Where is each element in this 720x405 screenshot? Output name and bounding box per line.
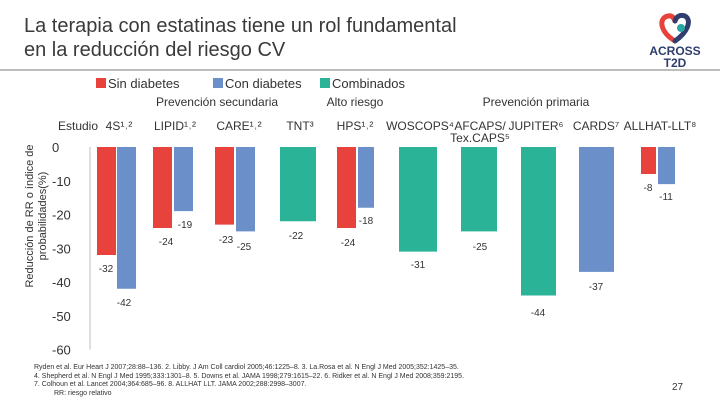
bar-value-label: -23 <box>219 235 234 246</box>
y-tick-label: -10 <box>52 174 71 189</box>
references: Ryden et al. Eur Heart J 2007;28:88–136.… <box>34 364 594 398</box>
title-divider <box>0 69 720 71</box>
reference-line: Ryden et al. Eur Heart J 2007;28:88–136.… <box>34 364 459 371</box>
category-label: Tex.CAPS⁵ <box>450 131 510 145</box>
bar-value-label: -42 <box>117 298 132 309</box>
bar-combinados <box>280 147 316 222</box>
y-tick-label: -30 <box>52 241 71 256</box>
bar-value-label: -32 <box>99 264 114 275</box>
bar-sin-diabetes <box>97 147 116 255</box>
slide-title-line-1: La terapia con estatinas tiene un rol fu… <box>24 15 457 37</box>
group-header: Prevención secundaria <box>156 95 278 109</box>
logo-heart-icon <box>659 12 691 44</box>
bar-con-diabetes <box>658 147 675 185</box>
y-tick-label: -60 <box>52 343 71 358</box>
legend-label: Sin diabetes <box>108 76 180 91</box>
bar-value-label: -25 <box>237 242 252 253</box>
category-label: ALLHAT-LLT⁸ <box>624 119 697 133</box>
bar-value-label: -19 <box>178 220 193 231</box>
bar-con-diabetes <box>117 147 136 289</box>
bar-value-label: -44 <box>531 308 546 319</box>
group-header: Alto riesgo <box>327 95 384 109</box>
bar-con-diabetes <box>358 147 374 208</box>
slide-title-line-2: en la reducción del riesgo CV <box>24 39 286 61</box>
y-tick-label: -50 <box>52 309 71 324</box>
bar-value-label: -8 <box>644 183 653 194</box>
category-label: JUPITER⁶ <box>509 119 564 133</box>
bar-value-label: -24 <box>159 237 174 248</box>
bar-combinados <box>399 147 437 252</box>
page-number: 27 <box>672 382 684 393</box>
bar-value-label: -22 <box>289 231 304 242</box>
legend-label: Con diabetes <box>225 76 302 91</box>
bar-sin-diabetes <box>215 147 234 225</box>
bar-combinados <box>461 147 497 232</box>
bar-value-label: -18 <box>359 216 374 227</box>
reference-line: 7. Colhoun et al. Lancet 2004;364:685–96… <box>34 381 307 389</box>
bar-value-label: -37 <box>589 282 604 293</box>
bar-sin-diabetes <box>641 147 656 174</box>
y-axis-title: Reducción de RR o índice deprobabilidade… <box>24 144 49 287</box>
bar-sin-diabetes <box>337 147 356 228</box>
bar-value-label: -24 <box>341 238 356 249</box>
bar-combinados <box>521 147 556 296</box>
bar-con-diabetes <box>236 147 255 232</box>
category-label: HPS¹˒² <box>337 119 374 133</box>
category-label: CARE¹˒² <box>216 119 261 133</box>
category-label: 4S¹˒² <box>106 119 133 133</box>
category-label: CARDS⁷ <box>573 119 619 133</box>
bar-con-diabetes <box>579 147 614 272</box>
bar-sin-diabetes <box>153 147 172 228</box>
bar-value-label: -11 <box>659 192 673 203</box>
category-label: AFCAPS/ <box>454 119 506 133</box>
legend-swatch <box>96 78 106 88</box>
group-header: Prevención primaria <box>483 95 590 109</box>
category-label: WOSCOPS⁴ <box>386 119 454 133</box>
legend-swatch <box>320 78 330 88</box>
y-tick-label: -20 <box>52 208 71 223</box>
legend-label: Combinados <box>332 76 405 91</box>
category-label: TNT³ <box>286 119 313 133</box>
logo-text-across: ACROSS <box>649 44 701 58</box>
reference-line: RR: riesgo relativo <box>54 389 112 397</box>
legend-swatch <box>213 78 223 88</box>
logo-text-t2d: T2D <box>663 56 687 70</box>
slide-title: La terapia con estatinas tiene un rol fu… <box>24 14 584 62</box>
y-tick-label: 0 <box>52 140 59 155</box>
bar-value-label: -31 <box>411 260 426 271</box>
reference-line: 4. Shepherd et al. N Engl J Med 1995;333… <box>34 372 465 380</box>
y-tick-label: -40 <box>52 275 71 290</box>
bar-con-diabetes <box>174 147 193 212</box>
across-t2d-logo: ACROSS T2D <box>640 8 710 70</box>
category-label: LIPID¹˒² <box>154 119 196 133</box>
study-row-label: Estudio <box>58 119 98 133</box>
bar-value-label: -25 <box>473 242 488 253</box>
